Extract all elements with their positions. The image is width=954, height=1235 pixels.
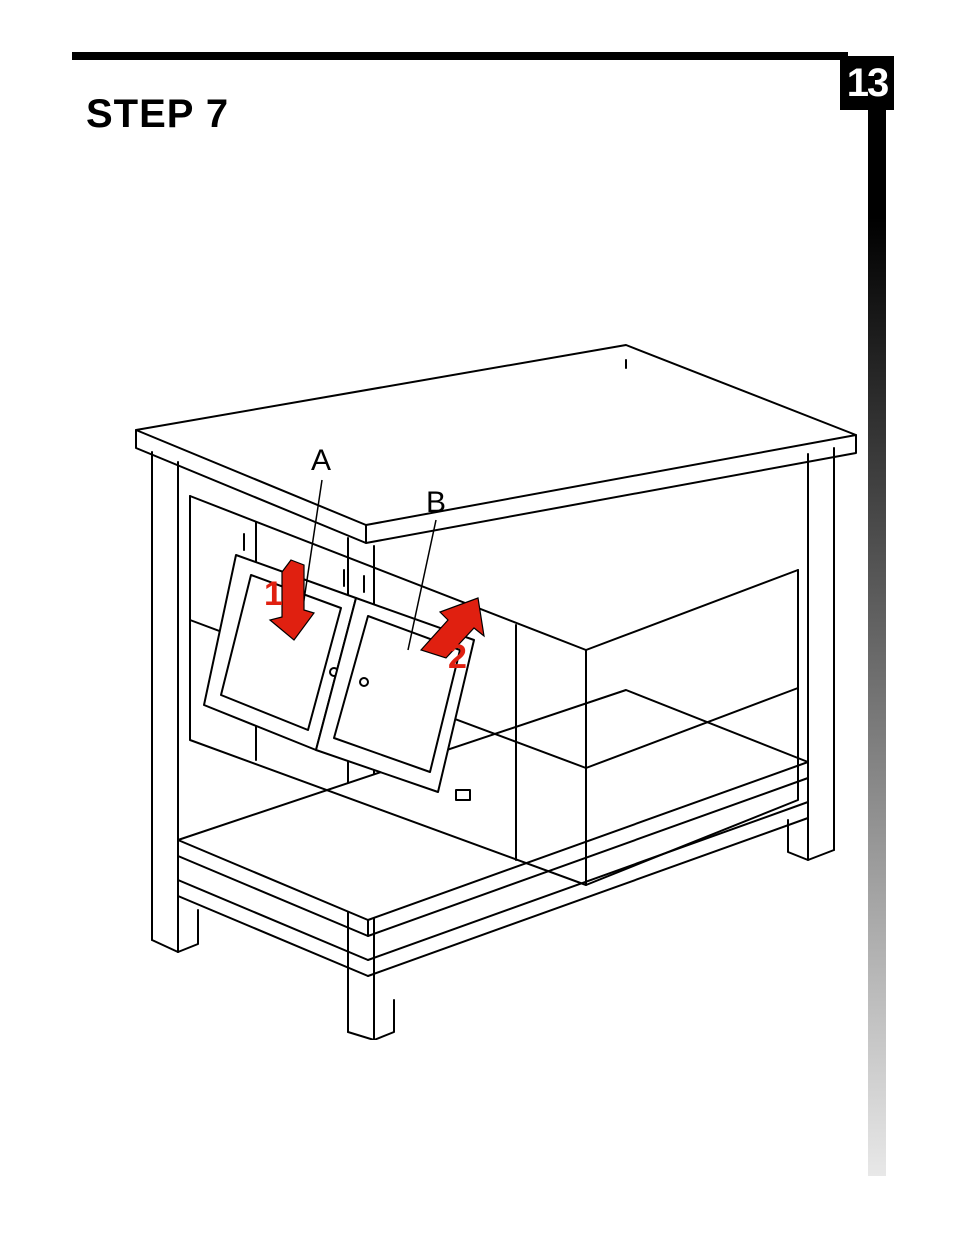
furniture-lineart <box>136 345 856 1040</box>
top-rule <box>72 52 848 60</box>
page: 13 STEP 7 <box>0 0 954 1235</box>
step-number-1: 1 <box>264 575 283 613</box>
label-a: A <box>311 444 331 477</box>
page-number: 13 <box>847 61 888 105</box>
label-b: B <box>426 486 446 519</box>
assembly-diagram: A B 1 2 <box>86 320 866 1040</box>
step-number-2: 2 <box>448 638 467 676</box>
right-gradient-bar <box>868 110 886 1176</box>
page-number-box: 13 <box>840 56 894 110</box>
step-title: STEP 7 <box>86 92 229 137</box>
